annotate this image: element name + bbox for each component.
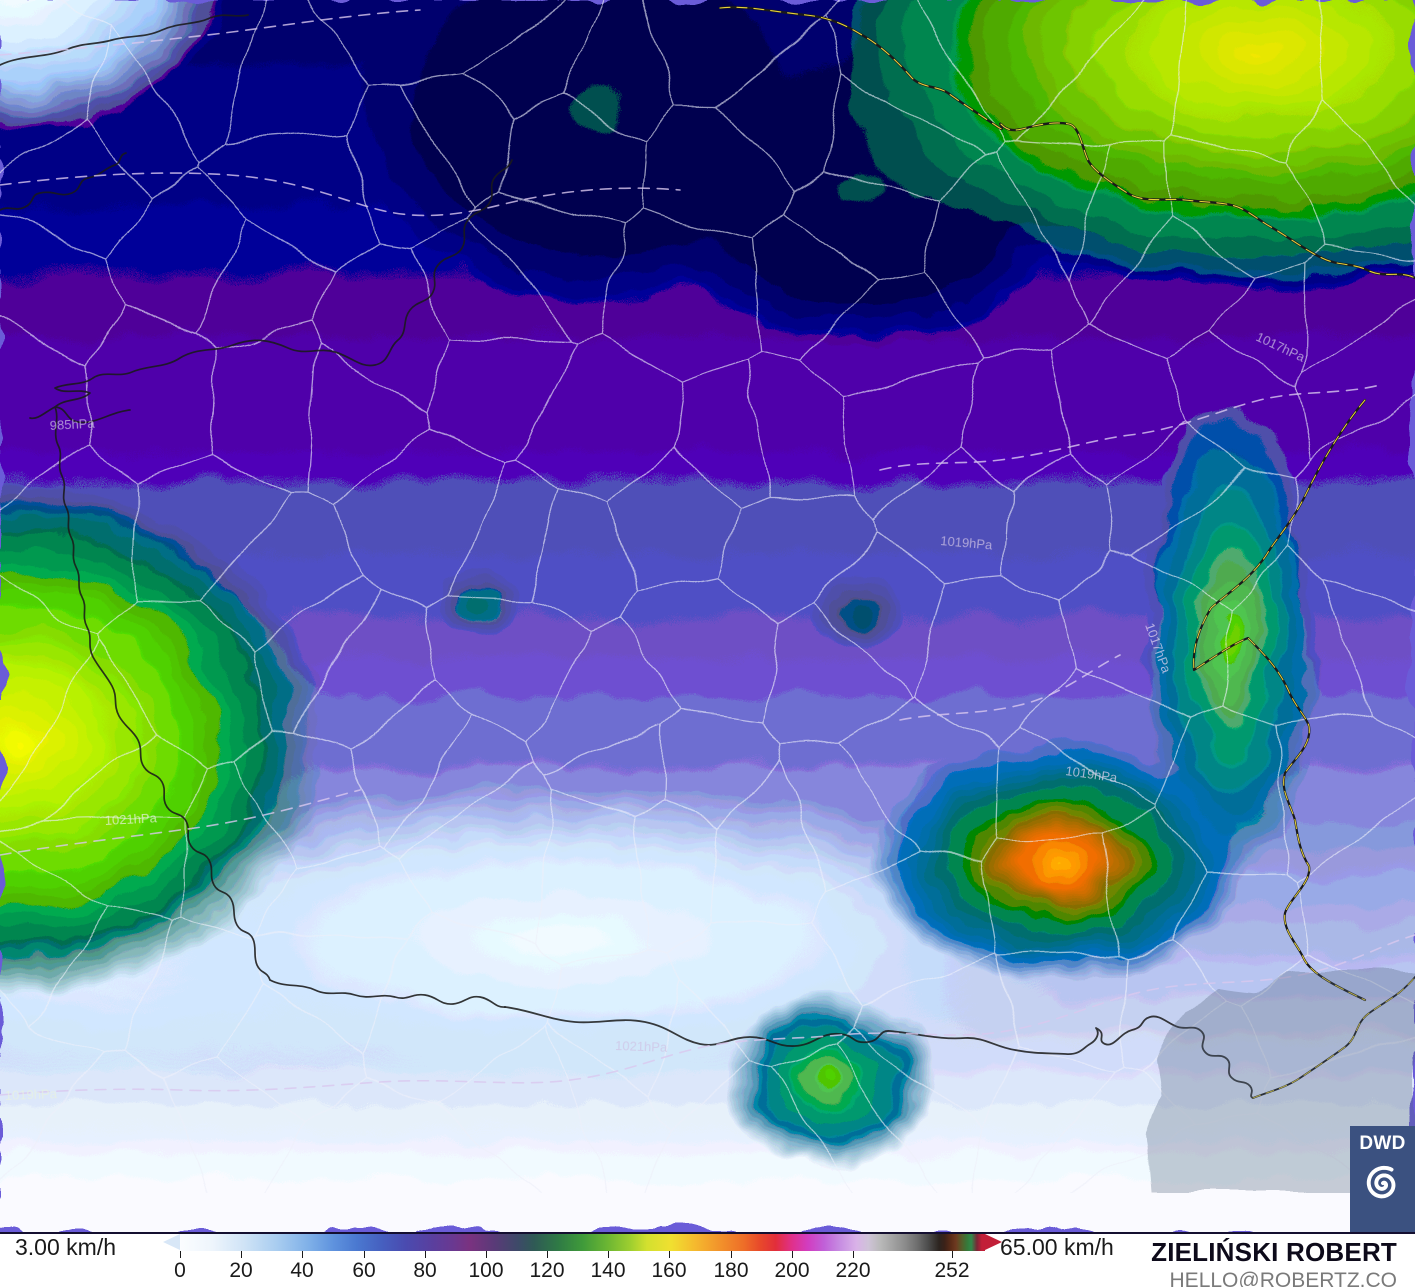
svg-text:1021hPa: 1021hPa — [104, 810, 158, 828]
svg-text:1019hPa: 1019hPa — [940, 533, 994, 553]
svg-text:1019hPa: 1019hPa — [5, 1086, 58, 1103]
svg-text:1017hPa: 1017hPa — [1142, 621, 1174, 676]
svg-text:1021hPa: 1021hPa — [615, 1038, 668, 1055]
svg-text:1019hPa: 1019hPa — [1065, 763, 1119, 785]
svg-text:985hPa: 985hPa — [49, 416, 95, 433]
svg-text:1017hPa: 1017hPa — [1254, 329, 1308, 365]
